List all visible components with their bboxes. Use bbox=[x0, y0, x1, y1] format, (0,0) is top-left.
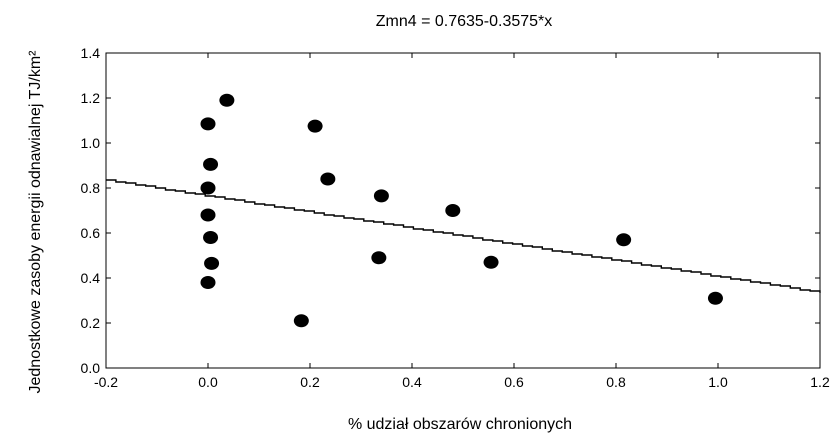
data-point bbox=[707, 291, 723, 305]
y-tick-label: 0.6 bbox=[81, 225, 101, 241]
data-point bbox=[200, 117, 216, 131]
axis-ticks bbox=[105, 52, 821, 369]
data-point bbox=[204, 256, 220, 270]
data-point bbox=[203, 231, 219, 244]
y-axis-label: Jednostkowe zasoby energii odnawialnej T… bbox=[27, 50, 44, 394]
x-tick-label: 0.2 bbox=[300, 374, 320, 390]
data-point bbox=[320, 172, 336, 186]
data-point bbox=[371, 251, 387, 265]
data-point bbox=[203, 157, 219, 171]
data-point bbox=[483, 255, 499, 269]
y-tick-label: 0.4 bbox=[81, 270, 101, 286]
x-tick-label: 0.6 bbox=[504, 374, 524, 390]
data-point bbox=[373, 189, 389, 203]
y-tick-label: 1.0 bbox=[81, 135, 101, 151]
y-tick-label: 1.2 bbox=[81, 90, 101, 106]
x-tick-label: 0.8 bbox=[606, 374, 626, 390]
data-point bbox=[200, 276, 216, 289]
regression-line bbox=[106, 179, 821, 293]
data-point bbox=[293, 314, 309, 328]
x-tick-label: 0.4 bbox=[402, 374, 422, 390]
x-tick-label: -0.2 bbox=[94, 374, 118, 390]
data-point bbox=[200, 181, 216, 195]
y-tick-label: 0.2 bbox=[81, 315, 101, 331]
data-point bbox=[219, 93, 235, 107]
data-point bbox=[200, 208, 216, 222]
x-tick-label: 1.0 bbox=[708, 374, 728, 390]
data-point bbox=[445, 204, 461, 217]
y-tick-label: 0.0 bbox=[81, 360, 101, 376]
data-point bbox=[307, 119, 323, 133]
plot-area bbox=[105, 52, 821, 369]
x-axis-label: % udział obszarów chronionych bbox=[348, 416, 572, 433]
axis-tick-labels: -0.2 0.0 0.2 0.4 0.6 0.8 1.0 1.20.00.20.40.60.8… bbox=[81, 45, 830, 390]
data-points bbox=[200, 93, 723, 328]
data-point bbox=[616, 233, 632, 247]
y-tick-label: 0.8 bbox=[81, 180, 101, 196]
x-tick-label: 0.0 bbox=[198, 374, 218, 390]
chart-title: Zmn4 = 0.7635-0.3575*x bbox=[376, 13, 553, 30]
y-tick-label: 1.4 bbox=[81, 45, 101, 61]
x-tick-label: 1.2 bbox=[810, 374, 830, 390]
